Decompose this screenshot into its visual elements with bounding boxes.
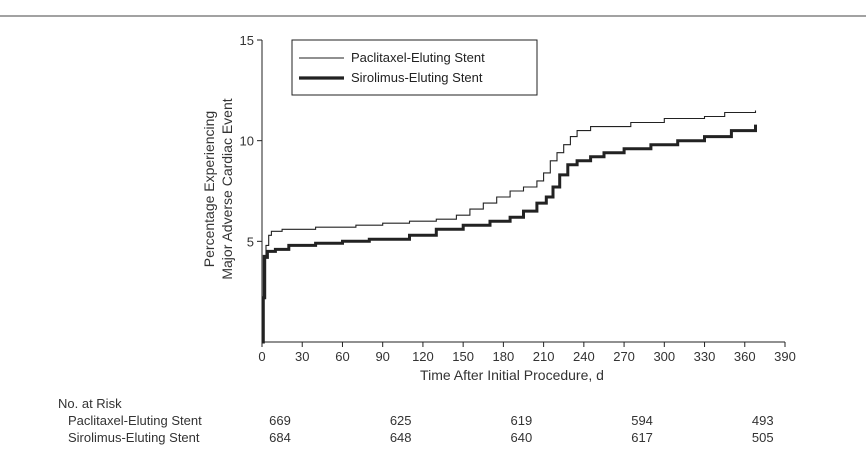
risk-table: No. at Risk Paclitaxel-Eluting Stent Sir… bbox=[58, 396, 774, 445]
x-tick-label: 60 bbox=[335, 349, 349, 364]
x-tick-label: 120 bbox=[412, 349, 434, 364]
risk-value: 669 bbox=[269, 413, 291, 428]
risk-value: 493 bbox=[752, 413, 774, 428]
risk-table-title: No. at Risk bbox=[58, 396, 122, 411]
x-tick-label: 150 bbox=[452, 349, 474, 364]
legend: Paclitaxel-Eluting Stent Sirolimus-Eluti… bbox=[291, 39, 538, 96]
y-axis-title-line1: Percentage Experiencing bbox=[201, 111, 217, 267]
y-tick-label: 10 bbox=[240, 134, 254, 149]
x-tick-label: 300 bbox=[653, 349, 675, 364]
y-axis-title-line2: Major Adverse Cardiac Event bbox=[219, 98, 235, 279]
risk-values: 669 625 619 594 493 684 648 640 617 505 bbox=[269, 413, 773, 445]
x-tick-label: 390 bbox=[774, 349, 796, 364]
risk-value: 505 bbox=[752, 430, 774, 445]
series-line-sirolimus bbox=[261, 124, 757, 344]
risk-value: 619 bbox=[511, 413, 533, 428]
risk-value: 640 bbox=[511, 430, 533, 445]
legend-label-sirolimus: Sirolimus-Eluting Stent bbox=[351, 70, 483, 85]
x-tick-label: 0 bbox=[258, 349, 265, 364]
x-tick-label: 240 bbox=[573, 349, 595, 364]
x-tick-label: 30 bbox=[295, 349, 309, 364]
x-tick-label: 360 bbox=[734, 349, 756, 364]
ticks: 0 30 60 90 120 150 180 210 240 270 300 330 360 390 5 10… bbox=[240, 33, 796, 364]
x-axis-title: Time After Initial Procedure, d bbox=[420, 367, 604, 383]
risk-value: 625 bbox=[390, 413, 412, 428]
legend-label-paclitaxel: Paclitaxel-Eluting Stent bbox=[351, 50, 485, 65]
risk-value: 617 bbox=[631, 430, 653, 445]
series-layer bbox=[261, 110, 757, 344]
y-tick-label: 5 bbox=[247, 234, 254, 249]
legend-box bbox=[291, 39, 538, 96]
x-tick-label: 90 bbox=[375, 349, 389, 364]
x-tick-label: 210 bbox=[533, 349, 555, 364]
risk-row-label-paclitaxel: Paclitaxel-Eluting Stent bbox=[68, 413, 202, 428]
series-line-paclitaxel bbox=[262, 110, 757, 343]
x-tick-label: 270 bbox=[613, 349, 635, 364]
risk-value: 594 bbox=[631, 413, 653, 428]
x-tick-label: 180 bbox=[493, 349, 515, 364]
x-tick-label: 330 bbox=[694, 349, 716, 364]
axes bbox=[261, 40, 785, 343]
risk-value: 684 bbox=[269, 430, 291, 445]
y-tick-label: 15 bbox=[240, 33, 254, 48]
risk-value: 648 bbox=[390, 430, 412, 445]
risk-row-label-sirolimus: Sirolimus-Eluting Stent bbox=[68, 430, 200, 445]
